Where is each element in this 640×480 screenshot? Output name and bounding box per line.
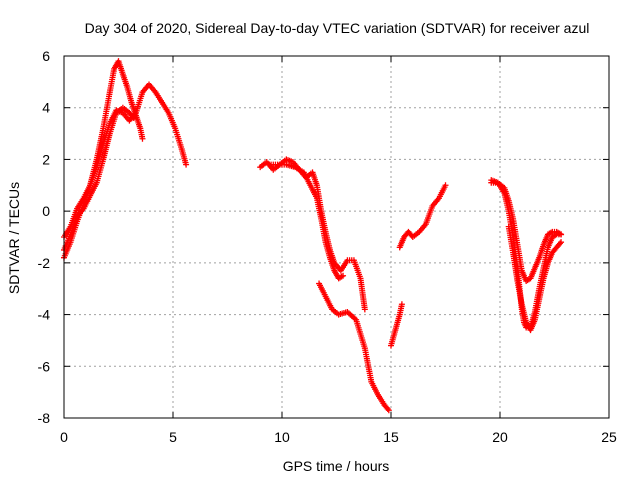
data-point: [129, 113, 136, 120]
x-tick-label: 25: [601, 429, 617, 445]
series-arc-4: [257, 156, 368, 313]
grid-lines: [64, 56, 609, 418]
data-points: [61, 58, 565, 414]
data-point: [442, 182, 449, 189]
y-tick-label: 2: [42, 151, 50, 167]
data-point: [384, 405, 391, 412]
data-point: [556, 240, 563, 247]
y-tick-label: 6: [42, 48, 50, 64]
series-arc-8: [396, 182, 449, 251]
data-point: [139, 135, 146, 142]
y-tick-label: 4: [42, 100, 50, 116]
data-point: [558, 239, 565, 246]
plot-frame: [63, 55, 610, 419]
y-axis-label: SDTVAR / TECUs: [6, 182, 22, 294]
series-arc-6: [316, 280, 392, 414]
series-arc-7: [388, 301, 405, 349]
x-tick-labels: 0 5 10 15 20 25: [60, 429, 617, 445]
y-tick-label: -2: [38, 255, 51, 271]
y-tick-label: 0: [42, 203, 50, 219]
x-tick-label: 20: [492, 429, 508, 445]
y-tick-label: -6: [38, 358, 51, 374]
x-tick-label: 15: [383, 429, 399, 445]
series-arc-10: [488, 177, 565, 284]
x-tick-label: 10: [274, 429, 290, 445]
data-point: [385, 407, 392, 414]
data-point: [398, 301, 405, 308]
data-point: [558, 231, 565, 238]
data-point: [340, 272, 347, 279]
y-tick-labels: -8 -6 -4 -2 0 2 4 6: [38, 48, 51, 426]
chart-title: Day 304 of 2020, Sidereal Day-to-day VTE…: [85, 20, 590, 36]
data-point: [183, 161, 190, 168]
x-tick-label: 5: [169, 429, 177, 445]
y-tick-label: -4: [38, 307, 51, 323]
series-arc-11: [505, 223, 565, 334]
series-arc-3: [61, 104, 137, 253]
data-point: [361, 306, 368, 313]
axis-ticks: [63, 55, 610, 419]
data-point: [130, 115, 137, 122]
x-tick-label: 0: [60, 429, 68, 445]
series-arc-5: [265, 161, 347, 282]
x-axis-label: GPS time / hours: [283, 458, 390, 474]
y-tick-label: -8: [38, 410, 51, 426]
